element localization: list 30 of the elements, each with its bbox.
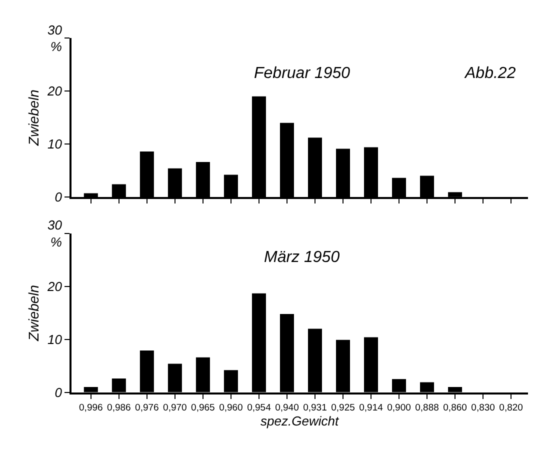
y-tick-label: 10: [47, 332, 63, 347]
x-tick-label: 0,970: [163, 402, 187, 414]
y-tick-label: 0: [54, 384, 63, 400]
y-tick-label: 30 %: [47, 218, 63, 250]
text: März 1950: [264, 249, 340, 266]
x-tick-label: 0,925: [331, 402, 355, 414]
y-axis-title: Zwiebeln: [26, 284, 42, 342]
y-tick-label: 20: [46, 279, 63, 294]
x-tick-label: 0,960: [219, 402, 243, 414]
x-tick-label: 0,940: [275, 402, 299, 414]
x-tick-label: 0,900: [387, 402, 411, 414]
y-tick-label: 20: [46, 84, 63, 99]
y-tick-label: 0: [54, 189, 63, 204]
x-tick-label: 0,996: [79, 402, 103, 414]
x-tick-label: 0,965: [191, 402, 215, 414]
y-tick-label: 30 %: [47, 22, 63, 54]
x-tick-label: 0,954: [247, 402, 271, 414]
x-tick-label: 0,860: [443, 402, 467, 414]
text: Februar 1950: [254, 65, 350, 82]
x-tick-label: 0,914: [359, 402, 383, 414]
y-axis-title: Zwiebeln: [26, 89, 42, 147]
y-tick-label: 10: [47, 136, 63, 152]
x-axis-title: spez.Gewicht: [260, 413, 340, 428]
x-tick-label: 0,976: [135, 402, 159, 414]
x-tick-label: 0,986: [107, 402, 131, 414]
x-tick-label: 0,820: [499, 402, 523, 414]
x-tick-label: 0,888: [415, 402, 439, 414]
x-tick-label: 0,830: [471, 402, 495, 414]
annotation: Abb.22: [464, 65, 516, 82]
x-tick-label: 0,931: [303, 402, 327, 414]
